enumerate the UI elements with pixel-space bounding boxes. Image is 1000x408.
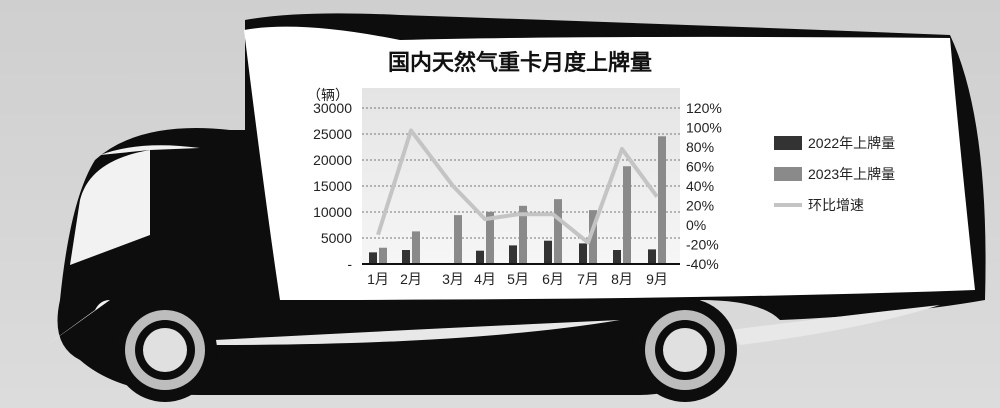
bar-2022 (579, 243, 587, 264)
x-tick-label: 3月 (442, 271, 464, 287)
bar-2023 (554, 199, 562, 264)
legend-swatch (774, 167, 802, 181)
bar-2023 (486, 211, 494, 264)
bar-2022 (369, 252, 377, 264)
bar-2023 (519, 205, 527, 264)
y2-tick-label: 120% (686, 100, 722, 116)
x-tick-label: 4月 (474, 271, 496, 287)
y2-tick-label: 20% (686, 198, 714, 214)
y-tick-label: 25000 (313, 126, 352, 142)
x-tick-label: 9月 (646, 271, 668, 287)
cab-window (70, 150, 150, 265)
y2-tick-label: -40% (686, 256, 719, 272)
rear-wheel (633, 298, 737, 402)
bar-2023 (412, 231, 420, 264)
y2-tick-label: 100% (686, 120, 722, 136)
y-tick-label: 10000 (313, 204, 352, 220)
bar-2022 (613, 250, 621, 264)
bar-2023 (379, 247, 387, 264)
bar-2022 (544, 240, 552, 264)
x-tick-label: 7月 (577, 271, 599, 287)
y-tick-label: 20000 (313, 152, 352, 168)
x-tick-label: 8月 (611, 271, 633, 287)
y2-tick-label: 80% (686, 139, 714, 155)
y-tick-label: 15000 (313, 178, 352, 194)
y-axis-unit: （辆） (307, 87, 349, 103)
y2-tick-label: 40% (686, 178, 714, 194)
bar-2023 (589, 210, 597, 264)
bar-2023 (454, 215, 462, 264)
bar-2022 (648, 249, 656, 264)
y2-tick-label: 60% (686, 159, 714, 175)
x-tick-label: 2月 (400, 271, 422, 287)
y2-tick-label: -20% (686, 237, 719, 253)
x-tick-label: 6月 (542, 271, 564, 287)
bar-2022 (402, 250, 410, 264)
chart-title: 国内天然气重卡月度上牌量 (388, 50, 652, 76)
x-tick-label: 1月 (367, 271, 389, 287)
y-tick-label: 5000 (321, 230, 352, 246)
legend-swatch (774, 136, 802, 150)
legend-label: 2022年上牌量 (808, 135, 895, 151)
bar-2023 (623, 166, 631, 264)
bar-2023 (658, 136, 666, 264)
x-tick-label: 5月 (507, 271, 529, 287)
legend-label: 环比增速 (808, 197, 864, 213)
front-wheel (113, 298, 217, 402)
y2-tick-label: 0% (686, 217, 706, 233)
y-tick-label: - (347, 256, 352, 272)
bar-2022 (476, 250, 484, 264)
bar-2022 (509, 245, 517, 264)
legend-label: 2023年上牌量 (808, 166, 895, 182)
y-tick-label: 30000 (313, 100, 352, 116)
